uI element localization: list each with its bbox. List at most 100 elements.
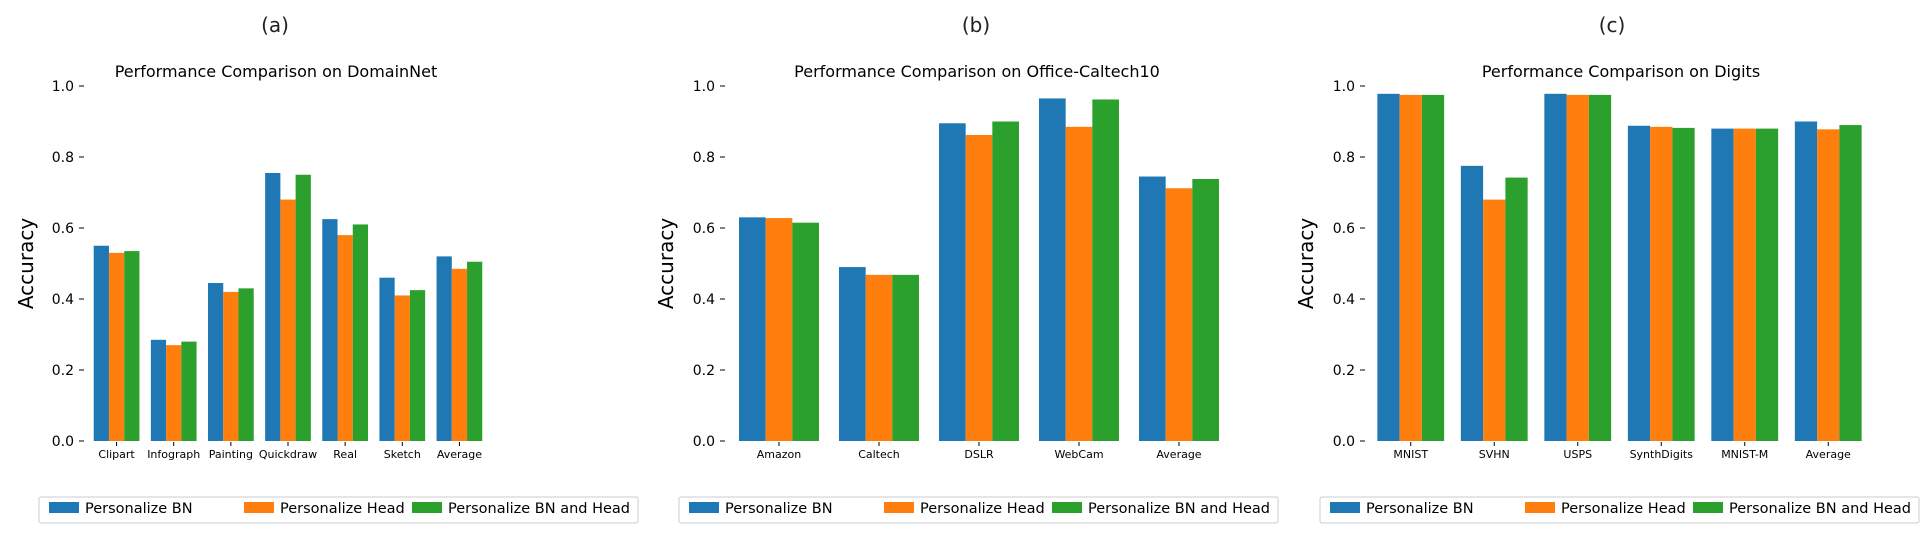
x-tick-label: DSLR	[964, 448, 994, 461]
bar-personalize-bn-quickdraw	[265, 172, 281, 441]
bar-personalize-bn-and-head-infograph	[181, 341, 197, 441]
bar-personalize-bn-and-head-average	[467, 261, 483, 441]
bar-personalize-bn-and-head-sketch	[409, 290, 426, 441]
bar-personalize-head-dslr	[965, 134, 993, 442]
legend-frame	[678, 496, 1279, 524]
panel-label: (a)	[261, 13, 289, 37]
y-tick-label: 0.8	[52, 150, 74, 166]
x-tick-label: Real	[333, 448, 357, 461]
legend-swatch	[1525, 502, 1555, 513]
legend-swatch	[689, 502, 719, 513]
legend-entry-label: Personalize BN and Head	[1729, 501, 1911, 517]
bar-personalize-bn-synthdigits	[1627, 125, 1651, 441]
bar-personalize-head-painting	[223, 291, 239, 441]
legend-entry-label: Personalize BN and Head	[1088, 501, 1270, 517]
chart-title: Performance Comparison on DomainNet	[115, 62, 438, 81]
bar-personalize-bn-average	[436, 256, 452, 441]
y-tick-label: 0.6	[693, 221, 715, 237]
bar-personalize-bn-infograph	[150, 339, 167, 441]
x-tick-label: WebCam	[1054, 448, 1103, 461]
x-tick-label: Infograph	[147, 448, 200, 461]
x-tick-label: Painting	[209, 448, 253, 461]
x-tick-label: Amazon	[757, 448, 801, 461]
legend-swatch	[244, 502, 274, 513]
legend-swatch	[1693, 502, 1723, 513]
bar-personalize-bn-and-head-caltech	[892, 274, 919, 441]
bar-personalize-bn-and-head-svhn	[1505, 177, 1528, 441]
bar-personalize-head-mnist	[1399, 94, 1422, 441]
bar-personalize-head-real	[337, 235, 353, 441]
y-tick-label: 0.6	[1333, 221, 1355, 237]
bar-personalize-head-mnist-m	[1733, 128, 1756, 441]
legend-entry-label: Personalize Head	[280, 501, 405, 517]
x-tick-label: Average	[437, 448, 482, 461]
y-tick-label: 1.0	[1333, 79, 1355, 95]
bar-personalize-bn-and-head-painting	[238, 288, 254, 441]
bar-personalize-bn-caltech	[839, 267, 866, 441]
bar-personalize-bn-amazon	[739, 217, 766, 441]
bar-personalize-head-average	[1165, 188, 1193, 441]
legend: Personalize BN Personalize Head Personaliz…	[38, 496, 639, 524]
y-tick-label: 0.2	[693, 363, 715, 379]
chart-panel-0: (a) Performance Comparison on DomainNet Ac…	[14, 13, 639, 524]
panel-label: (c)	[1599, 13, 1626, 37]
legend: Personalize BN Personalize Head Personaliz…	[1319, 496, 1920, 524]
legend-frame	[1319, 496, 1920, 524]
bar-personalize-head-caltech	[865, 274, 893, 441]
legend-swatch	[884, 502, 914, 513]
bar-personalize-head-svhn	[1483, 199, 1506, 441]
legend-swatch	[412, 502, 442, 513]
bar-personalize-head-amazon	[765, 218, 793, 441]
bar-personalize-head-webcam	[1065, 126, 1093, 441]
y-tick-label: 0.8	[693, 150, 715, 166]
x-tick-label: Clipart	[98, 448, 135, 461]
legend-frame	[38, 496, 639, 524]
legend-entry-label: Personalize Head	[1561, 501, 1686, 517]
legend-entry-label: Personalize BN	[85, 501, 193, 517]
bar-personalize-bn-svhn	[1460, 165, 1484, 441]
y-axis-label: Accuracy	[14, 218, 38, 309]
y-axis-label: Accuracy	[1294, 218, 1318, 309]
y-tick-label: 1.0	[52, 79, 74, 95]
x-tick-label: Average	[1156, 448, 1201, 461]
legend-entry-label: Personalize BN and Head	[448, 501, 630, 517]
y-tick-label: 0.8	[1333, 150, 1355, 166]
x-tick-label: Quickdraw	[259, 448, 317, 461]
bar-personalize-bn-and-head-quickdraw	[295, 174, 311, 441]
y-tick-label: 0.4	[1333, 292, 1355, 308]
x-tick-label: Sketch	[384, 448, 421, 461]
x-tick-label: USPS	[1563, 448, 1592, 461]
legend-swatch	[1052, 502, 1082, 513]
bar-personalize-bn-usps	[1544, 93, 1567, 441]
bar-personalize-head-infograph	[166, 345, 182, 441]
x-tick-label: SynthDigits	[1630, 448, 1694, 461]
y-tick-label: 0.4	[693, 292, 715, 308]
chart-panel-1: (b) Performance Comparison on Office-Calt…	[654, 13, 1279, 524]
bar-personalize-bn-and-head-average	[1192, 179, 1219, 441]
legend-swatch	[1330, 502, 1360, 513]
x-tick-label: SVHN	[1479, 448, 1510, 461]
y-tick-label: 0.2	[1333, 363, 1355, 379]
bar-personalize-head-quickdraw	[280, 199, 296, 441]
panel-label: (b)	[962, 13, 990, 37]
chart-panel-2: (c) Performance Comparison on Digits Accur…	[1294, 13, 1920, 524]
chart-title: Performance Comparison on Digits	[1482, 62, 1760, 81]
bar-personalize-head-sketch	[394, 295, 410, 441]
legend-swatch	[49, 502, 79, 513]
bar-personalize-bn-and-head-mnist	[1421, 94, 1445, 441]
legend-entry-label: Personalize Head	[920, 501, 1045, 517]
bar-personalize-bn-and-head-mnist-m	[1755, 128, 1779, 441]
y-axis-label: Accuracy	[654, 218, 678, 309]
bar-personalize-bn-clipart	[93, 245, 109, 441]
x-tick-label: Caltech	[858, 448, 900, 461]
legend-entry-label: Personalize BN	[1366, 501, 1474, 517]
bar-personalize-bn-and-head-amazon	[792, 222, 819, 441]
bar-personalize-bn-dslr	[939, 123, 966, 442]
bar-personalize-head-clipart	[108, 252, 125, 441]
bar-personalize-bn-and-head-synthdigits	[1672, 127, 1695, 441]
bar-personalize-bn-and-head-webcam	[1092, 99, 1119, 442]
y-tick-label: 0.6	[52, 221, 74, 237]
bar-personalize-bn-and-head-real	[352, 224, 368, 441]
bar-personalize-bn-and-head-clipart	[124, 251, 140, 441]
